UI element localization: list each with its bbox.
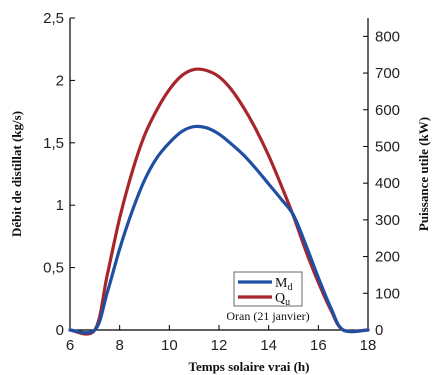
legend-label-subscript: u	[285, 297, 290, 308]
y-right-tick-label: 800	[375, 28, 400, 45]
legend-label-main: Q	[275, 291, 285, 306]
y-axis-right-title: Puissance utile (kW)	[416, 117, 431, 231]
legend-label-md: Md	[275, 276, 292, 293]
series-line-qu	[68, 67, 370, 336]
legend-box	[233, 271, 303, 307]
legend-label-main: M	[275, 276, 288, 291]
y-right-tick-label: 100	[375, 285, 400, 302]
y-left-tick-label: 0	[56, 322, 64, 339]
x-tick-label: 8	[115, 337, 123, 354]
y-right-tick-label: 400	[375, 175, 400, 192]
legend-label-qu: Qu	[275, 291, 290, 308]
y-right-tick-label: 200	[375, 249, 400, 266]
y-right-tick-label: 300	[375, 212, 400, 229]
x-tick-label: 12	[211, 337, 228, 354]
y-right-tick-label: 700	[375, 65, 400, 82]
x-tick-label: 10	[161, 337, 178, 354]
x-axis-title: Temps solaire vrai (h)	[189, 359, 310, 374]
y-left-tick-label: 2,5	[43, 10, 64, 27]
x-tick-label: 18	[360, 337, 377, 354]
y-left-tick-label: 2	[56, 72, 64, 89]
y-left-tick-label: 1,5	[43, 135, 64, 152]
legend-label-subscript: d	[287, 282, 292, 293]
y-left-tick-label: 1	[56, 197, 64, 214]
series-line-md	[68, 124, 370, 335]
x-tick-label: 14	[260, 337, 277, 354]
y-right-tick-label: 500	[375, 138, 400, 155]
y-right-tick-label: 600	[375, 102, 400, 119]
y-right-tick-label: 0	[375, 322, 383, 339]
x-tick-label: 6	[66, 337, 74, 354]
x-tick-label: 16	[310, 337, 327, 354]
y-axis-left-title: Débit de distillat (kg/s)	[9, 111, 24, 237]
annotation-location: Oran (21 janvier)	[226, 309, 309, 323]
series-layer	[68, 67, 370, 336]
axes-layer: 6 8 10 12 14 16 1800,511,522,50100200300400500…	[9, 10, 431, 374]
y-left-tick-label: 0,5	[43, 260, 64, 277]
